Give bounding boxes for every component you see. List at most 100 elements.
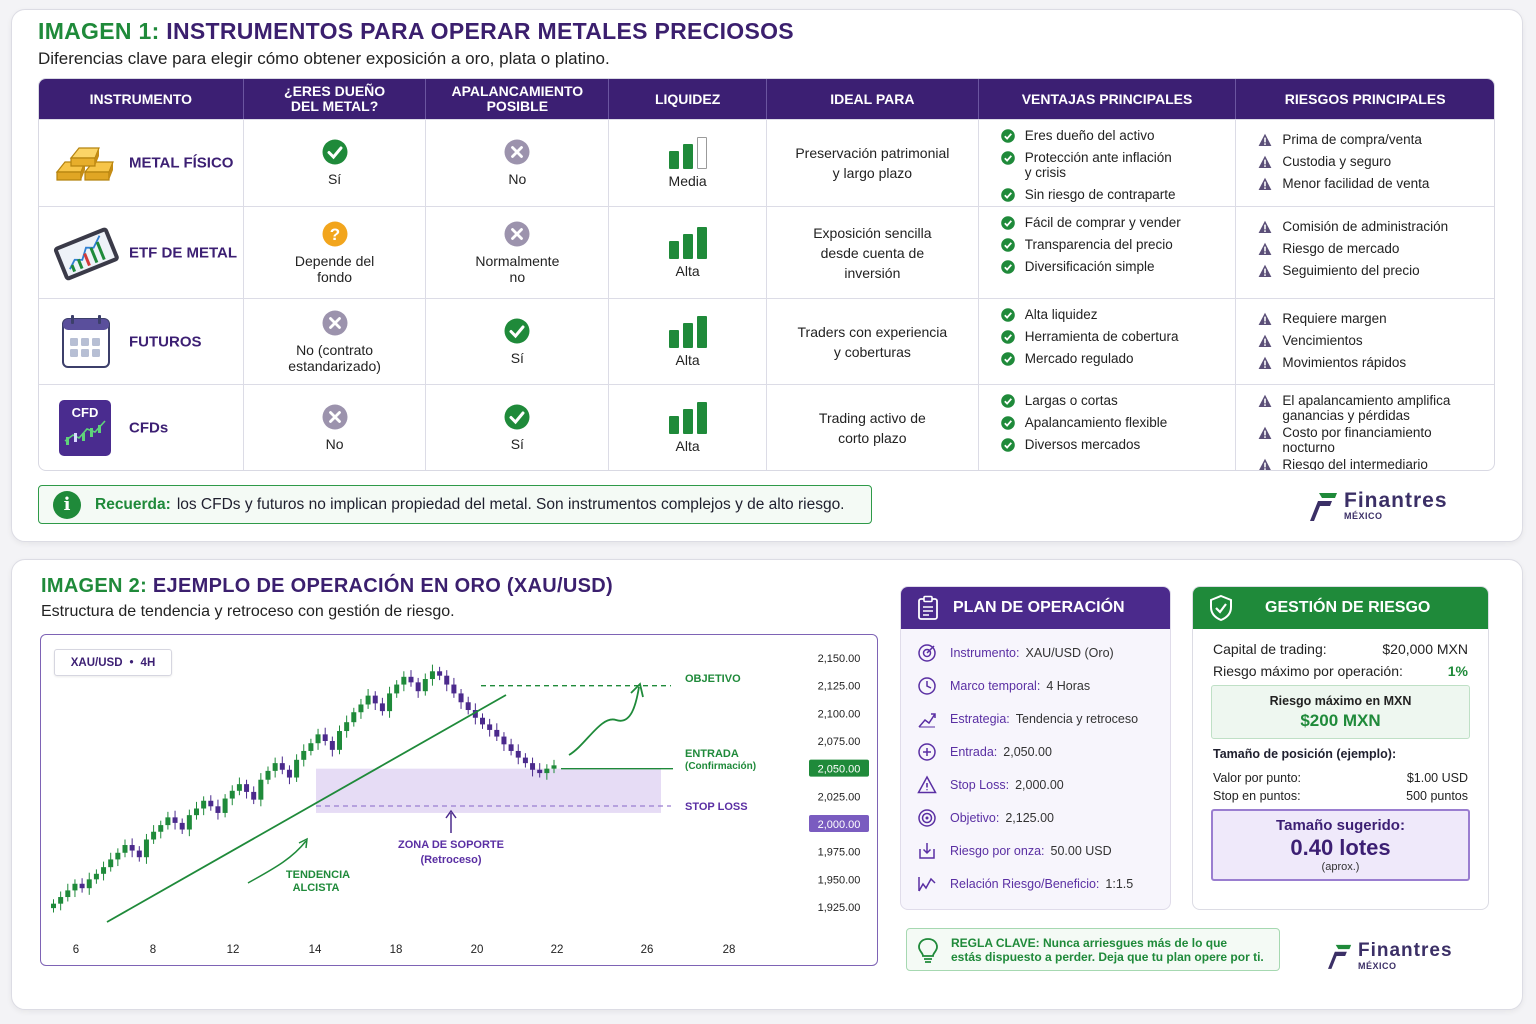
plan-row-label: Riesgo por onza:: [950, 843, 1045, 858]
liquidity-bar: [696, 315, 707, 348]
check-icon: [1000, 129, 1015, 143]
support-zone-sub-label: (Retroceso): [420, 854, 481, 866]
check-icon: [1000, 238, 1015, 252]
candle: [351, 712, 357, 723]
y-tick-label: 1,975.00: [818, 847, 861, 859]
leverage-text: Sí: [510, 436, 524, 452]
ideal-cell: Traders con experiencia y coberturas: [767, 299, 979, 384]
plan-row-value: 1:1.5: [1105, 876, 1134, 891]
x-circle-icon: [504, 221, 530, 246]
candle: [444, 675, 450, 685]
candle: [72, 883, 78, 891]
reminder-label: Recuerda:: [95, 495, 171, 513]
list-item: Comisión de administración: [1258, 219, 1488, 234]
y-tick-label: 2,125.00: [818, 681, 861, 693]
y-tick-label: 1,950.00: [818, 874, 861, 886]
candle: [215, 806, 221, 813]
check-icon: [1000, 188, 1015, 202]
suggested-size-note: (aprox.): [1321, 861, 1360, 873]
advantage-text: Diversos mercados: [1024, 437, 1141, 452]
candle: [208, 800, 214, 807]
risks-cell: Prima de compra/venta Custodia y seguro Me…: [1236, 120, 1494, 206]
support-zone-label: ZONA DE SOPORTE: [398, 839, 504, 851]
column-header: RIESGOS PRINCIPALES: [1284, 90, 1446, 107]
chart-timeframe: 4H: [140, 656, 156, 669]
liquidity-bar: [682, 322, 693, 348]
ideal-text: Exposición sencilla desde cuenta de inve…: [813, 224, 932, 281]
ideal-text: Trading activo de corto plazo: [818, 410, 926, 446]
candle: [308, 743, 314, 751]
liquidity-bar: [682, 409, 693, 434]
candle: [172, 817, 178, 823]
candle: [129, 845, 135, 851]
warning-icon: [1258, 264, 1272, 277]
max-risk-label: Riesgo máximo por operación:: [1213, 663, 1403, 679]
candle: [294, 759, 300, 778]
entrada-label: ENTRADA: [685, 748, 739, 760]
candle: [494, 729, 500, 737]
instrument-name: METAL FÍSICO: [129, 154, 234, 172]
candle: [322, 734, 328, 741]
candle: [79, 883, 85, 889]
candle: [158, 825, 164, 832]
plan-row-value: 2,000.00: [1015, 777, 1064, 792]
trend-line: [106, 694, 507, 923]
warning-icon: [1258, 177, 1272, 190]
check-icon: [1000, 352, 1015, 366]
trend-arrow: [247, 840, 307, 884]
leverage-cell: Normalmente no: [426, 207, 610, 298]
candle: [544, 768, 550, 774]
x-tick-label: 26: [641, 944, 654, 956]
risk-text: Costo por financiamiento nocturno: [1282, 425, 1432, 455]
liquidity-text: Media: [668, 173, 707, 189]
list-item: Menor facilidad de venta: [1258, 176, 1488, 191]
check-circle-icon: [322, 139, 348, 165]
projection-arrow: [568, 686, 640, 756]
plan-row-label: Instrumento:: [950, 645, 1020, 660]
list-item: Herramienta de cobertura: [1000, 329, 1230, 344]
trade-plan-header: PLAN DE OPERACIÓN: [901, 587, 1170, 629]
plan-row-value: 50.00 USD: [1050, 843, 1112, 858]
stop-points-label: Stop en puntos:: [1213, 789, 1301, 803]
brand-sub: MÉXICO: [1344, 511, 1383, 521]
warning-icon: [1258, 312, 1272, 325]
candle: [194, 808, 199, 816]
chart-symbol-tag[interactable]: XAU/USD • 4H: [54, 649, 172, 676]
key-rule-label: REGLA CLAVE:: [951, 935, 1040, 950]
candle: [201, 800, 207, 809]
suggested-size-value: 0.40 lotes: [1290, 835, 1391, 860]
plan-row-value: XAU/USD (Oro): [1025, 645, 1114, 660]
x-tick-label: 8: [150, 944, 156, 956]
instrument-cell: ETF DE METAL: [39, 207, 244, 298]
clipboard-icon: [918, 595, 938, 620]
advantage-text: Apalancamiento flexible: [1024, 415, 1168, 430]
candle: [379, 703, 385, 712]
y-tick-label: 2,000.00: [818, 819, 861, 831]
plan-row: Stop Loss: 2,000.00: [901, 768, 1170, 801]
candle: [401, 676, 407, 685]
key-rule-text-1: Nunca arriesgues más de lo que: [1043, 935, 1228, 950]
risks-list: Comisión de administración Riesgo de merc…: [1258, 219, 1488, 285]
cfd-icon: CFD: [59, 400, 111, 456]
candle: [530, 763, 536, 770]
liquidity-bars-icon: [668, 315, 707, 348]
candle: [508, 744, 514, 751]
advantage-text: Sin riesgo de contraparte: [1024, 187, 1176, 202]
y-tick-label: 2,100.00: [818, 708, 861, 720]
warning-icon: [1258, 155, 1272, 168]
column-header: APALANCAMIENTO POSIBLE: [426, 79, 610, 119]
x-circle-icon: [322, 310, 348, 335]
candle: [272, 763, 278, 771]
warning-icon: [1258, 426, 1272, 439]
liquidity-bar: [668, 240, 679, 259]
candle: [429, 671, 435, 680]
brand-name: Finantres: [1358, 940, 1453, 961]
instrument-cell: FUTUROS: [39, 299, 244, 384]
risk-title: GESTIÓN DE RIESGO: [1265, 599, 1431, 616]
candle: [301, 750, 307, 760]
candle: [329, 741, 335, 750]
candle: [244, 784, 250, 792]
capital-row: Capital de trading: $20,000 MXN: [1193, 641, 1488, 657]
x-tick-label: 12: [227, 944, 240, 956]
projection-arrowhead: [630, 682, 644, 698]
